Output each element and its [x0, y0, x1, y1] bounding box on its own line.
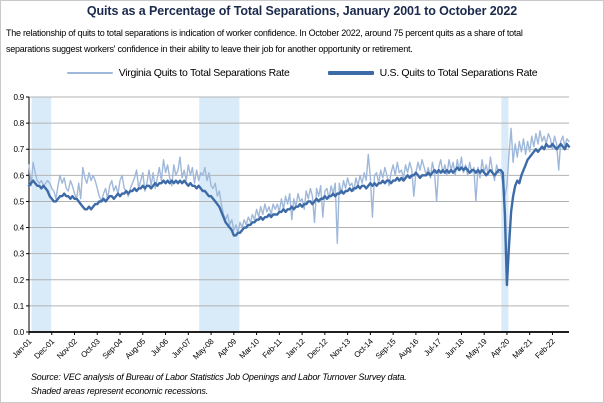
- y-axis-tick-label: 0.6: [13, 171, 24, 180]
- x-axis-tick-label: Nov-13: [328, 337, 352, 361]
- y-axis-tick-label: 0.9: [13, 93, 24, 102]
- y-axis-tick-label: 0.4: [13, 224, 24, 233]
- source-line-2: Shaded areas represent economic recessio…: [31, 386, 209, 396]
- x-axis-tick-label: Mar-21: [511, 337, 535, 361]
- legend-label-us: U.S. Quits to Total Separations Rate: [379, 67, 538, 79]
- x-axis-tick-label: Feb-22: [533, 337, 557, 361]
- y-axis-tick-label: 0.7: [13, 145, 24, 154]
- x-axis-tick-label: Sep-15: [374, 337, 398, 361]
- source-line-1: Source: VEC analysis of Bureau of Labor …: [31, 372, 407, 382]
- x-axis-tick-label: Oct-03: [79, 337, 102, 360]
- x-axis-tick-label: Feb-11: [261, 337, 285, 361]
- recession-band: [199, 97, 240, 332]
- chart-legend: Virginia Quits to Total Separations Rate…: [1, 67, 603, 79]
- x-axis-tick-label: Jan-01: [11, 337, 34, 360]
- x-axis-tick-label: May-08: [191, 337, 216, 362]
- legend-label-virginia: Virginia Quits to Total Separations Rate: [118, 67, 290, 79]
- x-axis-tick-label: Jul-17: [422, 337, 443, 358]
- series-line-virginia: [28, 127, 570, 244]
- y-axis-tick-label: 0.2: [13, 276, 24, 285]
- x-axis-tick-label: Apr-09: [216, 337, 239, 360]
- x-axis-tick-label: Jan-12: [284, 337, 307, 360]
- x-axis-tick-label: Aug-16: [397, 337, 421, 361]
- x-axis-tick-label: Dec-01: [32, 337, 56, 361]
- x-axis-tick-label: May-19: [464, 337, 489, 362]
- y-axis-tick-label: 0.5: [13, 197, 24, 206]
- x-axis-tick-label: Jul-06: [149, 337, 170, 358]
- recession-band: [31, 97, 52, 332]
- x-axis-tick-label: Apr-20: [489, 337, 512, 360]
- subtitle-line-2: separations suggest workers' confidence …: [6, 44, 413, 54]
- us-line-swatch: [327, 71, 374, 75]
- source-note: Source: VEC analysis of Bureau of Labor …: [31, 370, 591, 398]
- x-axis-tick-label: Oct-14: [352, 337, 375, 360]
- y-axis-tick-label: 0.8: [13, 119, 24, 128]
- series-line-us: [27, 142, 571, 287]
- x-axis-tick-label: Mar-10: [238, 337, 262, 361]
- x-axis-tick-label: Jun-18: [443, 337, 466, 360]
- x-axis-tick-label: Nov-02: [55, 337, 79, 361]
- y-axis-tick-label: 0.0: [13, 328, 24, 337]
- virginia-line-swatch: [66, 72, 113, 74]
- chart-subtitle: The relationship of quits to total separ…: [6, 25, 600, 57]
- x-axis-tick-label: Aug-05: [123, 337, 147, 361]
- legend-item-virginia: Virginia Quits to Total Separations Rate: [66, 67, 290, 79]
- chart-title: Quits as a Percentage of Total Separatio…: [86, 4, 518, 18]
- x-axis-tick-label: Sep-04: [101, 337, 125, 361]
- y-axis-tick-label: 0.3: [13, 250, 24, 259]
- legend-item-us: U.S. Quits to Total Separations Rate: [327, 67, 538, 79]
- x-axis-tick-label: Jun-07: [170, 337, 193, 360]
- subtitle-line-1: The relationship of quits to total separ…: [6, 28, 523, 38]
- y-axis-tick-label: 0.1: [13, 302, 24, 311]
- x-axis-tick-label: Dec-12: [306, 337, 330, 361]
